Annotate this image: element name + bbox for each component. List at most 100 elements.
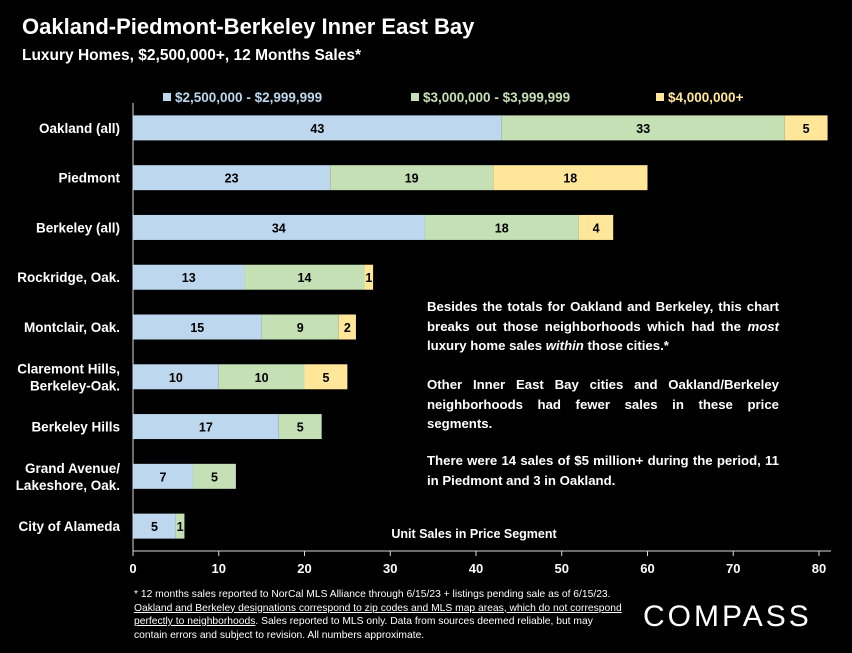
legend-label: $2,500,000 - $2,999,999	[175, 90, 322, 105]
bar-value-label: 23	[225, 172, 239, 186]
bar-segment	[133, 314, 262, 340]
bar-segment	[578, 214, 614, 240]
bar-segment	[218, 364, 305, 390]
bar-value-label: 1	[177, 520, 184, 534]
bar-value-label: 5	[211, 470, 218, 484]
bar-value-label: 10	[255, 371, 269, 385]
bar-value-label: 5	[297, 421, 304, 435]
note-1-part-c: those cities.*	[583, 338, 669, 353]
bar-value-label: 17	[199, 421, 213, 435]
bar-segment	[330, 165, 494, 191]
note-paragraph-1: Besides the totals for Oakland and Berke…	[427, 297, 779, 356]
legend-label: $3,000,000 - $3,999,999	[423, 90, 570, 105]
category-label: Berkeley Hills	[31, 420, 120, 435]
category-label: City of Alameda	[18, 519, 120, 534]
bar-value-label: 34	[272, 221, 286, 235]
legend-swatch	[163, 93, 171, 101]
x-tick-label: 20	[297, 561, 311, 576]
note-paragraph-2: Other Inner East Bay cities and Oakland/…	[427, 377, 779, 431]
note-1-part-b: luxury home sales	[427, 338, 546, 353]
bar-segment	[133, 463, 194, 489]
note-1-emphasis-within: within	[545, 338, 584, 353]
x-tick-label: 50	[555, 561, 569, 576]
category-label: Oakland (all)	[39, 121, 120, 136]
legend-swatch	[656, 93, 664, 101]
bar-value-label: 15	[190, 321, 204, 335]
bar-segment	[244, 264, 365, 290]
bar-segment	[133, 513, 176, 539]
bar-value-label: 43	[310, 122, 324, 136]
legend-label: $4,000,000+	[668, 90, 744, 105]
category-label-line: Berkeley (all)	[36, 220, 120, 235]
chart-subtitle: Luxury Homes, $2,500,000+, 12 Months Sal…	[22, 47, 362, 64]
category-label-line: Piedmont	[58, 171, 120, 186]
legend-swatch	[411, 93, 419, 101]
compass-logo: COMPASS	[643, 600, 812, 633]
footnote: * 12 months sales reported to NorCal MLS…	[134, 588, 624, 642]
category-label-line: Oakland (all)	[39, 121, 120, 136]
bar-value-label: 4	[593, 221, 600, 235]
bar-segment	[133, 414, 279, 440]
category-label-line: Rockridge, Oak.	[17, 270, 120, 285]
bar-value-label: 14	[298, 271, 312, 285]
footnote-part-b: . Sales reported to MLS only. Data from …	[134, 616, 593, 641]
category-label-line: Claremont Hills,	[17, 361, 120, 376]
x-tick-label: 40	[469, 561, 483, 576]
bar-segment	[278, 414, 322, 440]
bar-segment	[493, 165, 648, 191]
category-label-line: Berkeley-Oak.	[30, 378, 120, 393]
footnote-underlined: Oakland and Berkeley designations corres…	[134, 602, 622, 628]
bar-value-label: 13	[182, 271, 196, 285]
bar-value-label: 19	[405, 172, 419, 186]
category-label: Berkeley (all)	[36, 220, 120, 235]
category-label: Rockridge, Oak.	[17, 270, 120, 285]
bar-segment	[133, 165, 331, 191]
bar-value-label: 18	[495, 221, 509, 235]
x-tick-label: 30	[383, 561, 397, 576]
footnote-part-a: * 12 months sales reported to NorCal MLS…	[134, 589, 611, 600]
category-label-line: Montclair, Oak.	[24, 320, 120, 335]
category-label-line: Lakeshore, Oak.	[16, 478, 120, 493]
bar-value-label: 7	[160, 470, 167, 484]
bar-segment	[501, 115, 785, 141]
bar-segment	[133, 214, 425, 240]
category-label-line: City of Alameda	[18, 519, 120, 534]
category-label: Grand Avenue/Lakeshore, Oak.	[16, 461, 121, 493]
bar-segment	[133, 264, 245, 290]
bar-value-label: 5	[322, 371, 329, 385]
bar-segment	[193, 463, 236, 489]
category-label-line: Grand Avenue/	[25, 461, 120, 476]
chart-title: Oakland-Piedmont-Berkeley Inner East Bay	[22, 14, 475, 39]
x-tick-label: 10	[212, 561, 226, 576]
bar-value-label: 5	[151, 520, 158, 534]
note-1-emphasis-most: most	[747, 318, 779, 334]
bar-value-label: 5	[803, 122, 810, 136]
bar-value-label: 9	[297, 321, 304, 335]
bar-segment	[175, 513, 185, 539]
x-tick-label: 60	[640, 561, 654, 576]
category-label: Claremont Hills, Berkeley-Oak.	[17, 361, 120, 393]
x-tick-label: 80	[812, 561, 826, 576]
bar-value-label: 33	[636, 122, 650, 136]
bar-segment	[261, 314, 339, 340]
note-paragraph-3: There were 14 sales of $5 million+ durin…	[427, 453, 779, 488]
bar-segment	[424, 214, 579, 240]
bar-segment	[133, 115, 502, 141]
note-1-part-a: Besides the totals for Oakland and Berke…	[427, 299, 779, 334]
bar-value-label: 18	[563, 172, 577, 186]
bar-segment	[133, 364, 219, 390]
bar-value-label: 2	[344, 321, 351, 335]
bar-segment	[338, 314, 356, 340]
bar-segment	[304, 364, 348, 390]
bar-value-label: 10	[169, 371, 183, 385]
category-label: Piedmont	[58, 171, 120, 186]
x-axis-label: Unit Sales in Price Segment	[391, 527, 557, 541]
bar-segment	[364, 264, 374, 290]
bar-value-label: 1	[365, 271, 372, 285]
x-tick-label: 0	[129, 561, 136, 576]
category-label-line: Berkeley Hills	[31, 420, 120, 435]
x-tick-label: 70	[726, 561, 740, 576]
bar-segment	[784, 115, 828, 141]
category-label: Montclair, Oak.	[24, 320, 120, 335]
